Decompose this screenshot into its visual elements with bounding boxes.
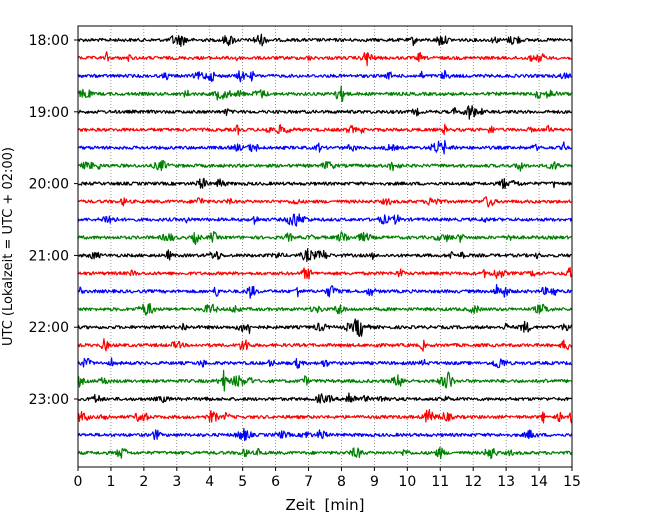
- seismogram-trace-2045: [77, 230, 572, 245]
- seismogram-trace-2200: [77, 318, 573, 337]
- seismogram-trace-2145: [77, 302, 573, 316]
- x-tick-label: 13: [497, 474, 515, 490]
- y-tick-label: 19:00: [29, 105, 69, 121]
- seismogram-trace-1915: [77, 123, 572, 136]
- x-tick-label: 3: [172, 474, 181, 490]
- x-tick-label: 15: [563, 474, 581, 490]
- y-tick-label: 20:00: [29, 177, 69, 193]
- y-axis: 18:00 19:00 20:00 21:00 22:00 23:00: [29, 33, 78, 408]
- seismogram-trace-1900: [77, 105, 572, 120]
- x-tick-label: 8: [337, 474, 346, 490]
- seismogram-trace-2315: [77, 409, 573, 424]
- seismogram-trace-2030: [77, 213, 573, 227]
- seismogram-trace-2300: [77, 392, 572, 404]
- x-tick-label: 9: [370, 474, 379, 490]
- seismogram-trace-2330: [77, 427, 573, 442]
- x-tick-label: 1: [106, 474, 115, 490]
- x-tick-label: 14: [530, 474, 548, 490]
- x-tick-label: 11: [431, 474, 449, 490]
- y-tick-label: 21:00: [29, 248, 69, 264]
- x-tick-label: 7: [304, 474, 313, 490]
- seismogram-trace-2015: [77, 196, 572, 208]
- x-tick-label: 4: [205, 474, 214, 490]
- seismogram-trace-1930: [77, 139, 572, 155]
- seismogram-trace-2230: [77, 357, 572, 369]
- x-tick-label: 12: [464, 474, 482, 490]
- x-tick-label: 5: [238, 474, 247, 490]
- x-tick-label: 6: [271, 474, 280, 490]
- x-tick-label: 10: [398, 474, 416, 490]
- y-tick-label: 18:00: [29, 33, 69, 49]
- y-tick-label: 23:00: [29, 392, 69, 408]
- x-tick-label: 2: [139, 474, 148, 490]
- seismogram-trace-2115: [77, 266, 573, 280]
- y-axis-label: UTC (Lokalzeit = UTC + 02:00): [1, 147, 16, 346]
- x-axis-label: Zeit [min]: [285, 496, 364, 514]
- seismogram-trace-2000: [77, 177, 573, 190]
- seismogram-trace-2345: [77, 446, 573, 460]
- seismogram-trace-1830: [77, 69, 572, 83]
- seismogram-trace-1845: [77, 85, 572, 103]
- seismogram-trace-1815: [77, 51, 572, 67]
- seismogram-trace-2245: [77, 369, 572, 392]
- plot-frame: [77, 25, 573, 468]
- x-axis: 0 1 2 3 4 5 6 7 8 9 10 11 12 13 14 15: [74, 467, 581, 490]
- seismogram-trace-1800: [77, 33, 573, 47]
- traces: [77, 33, 573, 460]
- seismogram-trace-2130: [77, 284, 572, 299]
- seismogram-trace-2215: [77, 338, 573, 352]
- seismogram-trace-1945: [77, 159, 573, 172]
- seismogram-trace-2100: [77, 248, 572, 263]
- y-tick-label: 22:00: [29, 320, 69, 336]
- x-tick-label: 0: [74, 474, 83, 490]
